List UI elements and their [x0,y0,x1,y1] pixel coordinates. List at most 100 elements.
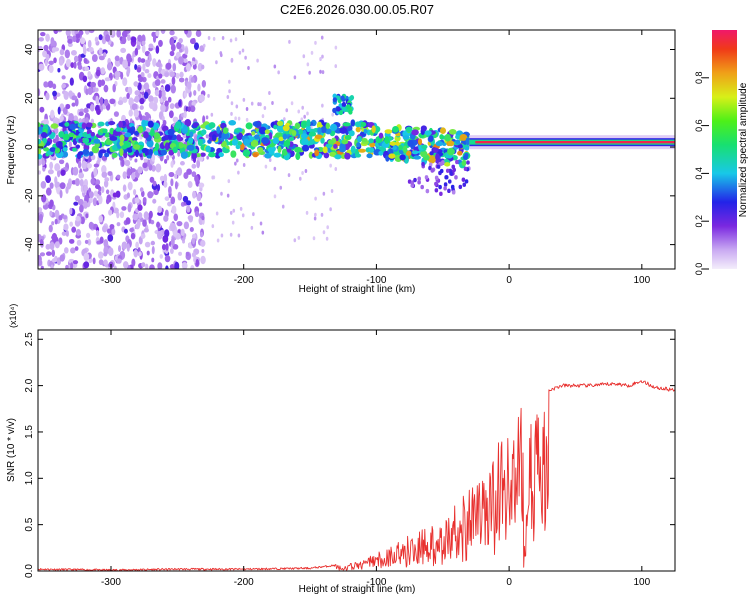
spectrogram-noise-dot [78,111,84,117]
spectrogram-noise-dot [192,190,197,199]
spectrogram-noise-dot [75,33,81,39]
spectrogram-noise-dot [178,99,182,107]
spectrogram-signal-dot [429,151,434,156]
spectrogram-noise-dot [194,175,199,183]
spectrogram-noise-dot [44,59,48,67]
spectrogram-noise-dot [61,83,67,89]
spectrogram-noise-dot [51,235,57,240]
spectrogram-signal-dot [320,126,327,134]
spectrogram-noise-dot [261,230,265,235]
spectrogram-signal-dot [146,154,152,159]
spectrogram-noise-dot [170,196,176,205]
spectrogram-noise-dot [313,216,317,221]
spectrogram-signal-dot [424,175,429,180]
spectrogram-noise-dot [121,36,127,45]
spectrogram-noise-dot [98,55,105,61]
spectrogram-noise-dot [70,262,74,269]
spectrogram-noise-dot [141,44,146,54]
spectrogram-noise-dot [65,230,69,237]
spectrogram-signal-dot [137,125,144,134]
spectrogram-harmonic-dot [341,106,346,112]
spectrogram-noise-dot [185,63,191,72]
spectrogram-noise-dot [171,205,177,215]
spectrogram-noise-dot [45,53,50,61]
spectrogram-noise-dot [116,174,121,179]
spectrogram-signal-dot [85,134,92,139]
spectrogram-noise-dot [273,166,277,171]
spectrogram-noise-dot [73,55,79,62]
spectrogram-noise-dot [77,198,84,206]
y-tick-label: 2.0 [24,378,35,392]
spectrogram-noise-dot [322,230,326,235]
y-tick-label: 2.5 [24,332,35,346]
spectrogram-noise-dot [193,42,200,51]
spectrogram-noise-dot [229,210,233,215]
spectrogram-noise-dot [247,65,250,70]
spectrogram-signal-dot [132,144,141,150]
spectrogram-signal-dot [134,149,140,158]
spectrogram-noise-dot [86,103,91,109]
spectrogram-noise-dot [252,212,255,217]
spectrogram-signal-dot [160,136,166,142]
spectrogram-signal-dot [407,179,412,184]
spectrogram-signal-dot [222,146,227,152]
spectrogram-harmonic-dot [341,101,347,108]
spectrogram-signal-dot [291,129,297,137]
spectrogram-noise-dot [114,70,121,78]
spectrogram-noise-dot [165,62,172,70]
spectrogram-noise-dot [104,98,109,107]
spectrogram-signal-dot [160,149,168,156]
spectrogram-signal-dot [454,175,458,180]
spectrogram-noise-dot [57,106,61,115]
spectrogram-noise-dot [326,225,329,230]
spectrogram-signal-dot [354,121,362,128]
spectrogram-signal-dot [317,127,322,135]
spectrogram-signal-dot [402,145,408,154]
spectrogram-signal-dot [450,184,455,190]
spectrogram-noise-dot [143,211,149,220]
spectrogram-noise-dot [330,188,334,193]
spectrogram-noise-dot [97,251,104,259]
spectrogram-noise-dot [63,247,69,254]
y-tick-label: 1.5 [24,425,35,439]
spectrogram-noise-dot [259,221,263,226]
colorbar-tick-label: 0.6 [694,119,704,132]
spectrogram-signal-dot [254,121,261,127]
spectrogram-noise-dot [173,213,179,222]
spectrogram-noise-dot [101,171,108,178]
spectrogram-noise-dot [273,194,277,199]
snr-panel: -300 -200 -100 0 100 0.0 0.5 1.0 1.5 2.0 2.5 Heig… [6,304,676,595]
spectrogram-noise-dot [54,163,61,172]
spectrogram-signal-dot [368,138,374,144]
spectrogram-noise-dot [151,154,156,162]
spectrogram-signal-dot [236,140,243,146]
spectrogram-noise-dot [77,92,82,99]
spectrogram-noise-dot [73,61,77,69]
spectrogram-signal-dot [384,129,393,134]
spectrogram-signal-dot [231,138,238,146]
spectrogram-noise-dot [304,169,308,174]
spectrogram-noise-dot [67,38,73,44]
spectrogram-noise-dot [312,236,316,241]
spectrogram-noise-dot [161,243,166,251]
spectrogram-signal-dot [425,188,430,194]
spectrogram-noise-dot [103,239,109,248]
spectrogram-noise-dot [115,190,121,198]
spectrogram-noise-dot [290,101,294,106]
spectrogram-noise-dot [63,223,69,231]
spectrogram-signal-dot [339,127,347,134]
spectrogram-signal-dot [216,147,223,154]
spectrogram-noise-dot [80,216,85,225]
spectrogram-noise-dot [189,105,196,113]
spectrogram-noise-dot [197,83,201,92]
spectrogram-noise-dot [51,47,56,53]
spectrogram-noise-dot [99,236,104,244]
spectrogram-signal-dot [424,130,432,136]
spectrogram-signal-dot [322,146,328,154]
spectrogram-noise-dot [190,76,195,83]
spectrogram-noise-dot [38,207,43,213]
spectrogram-noise-dot [116,30,122,38]
spectrogram-signal-dot [464,179,469,184]
spectrogram-noise-dot [143,228,149,233]
spectrogram-noise-dot [57,30,63,33]
